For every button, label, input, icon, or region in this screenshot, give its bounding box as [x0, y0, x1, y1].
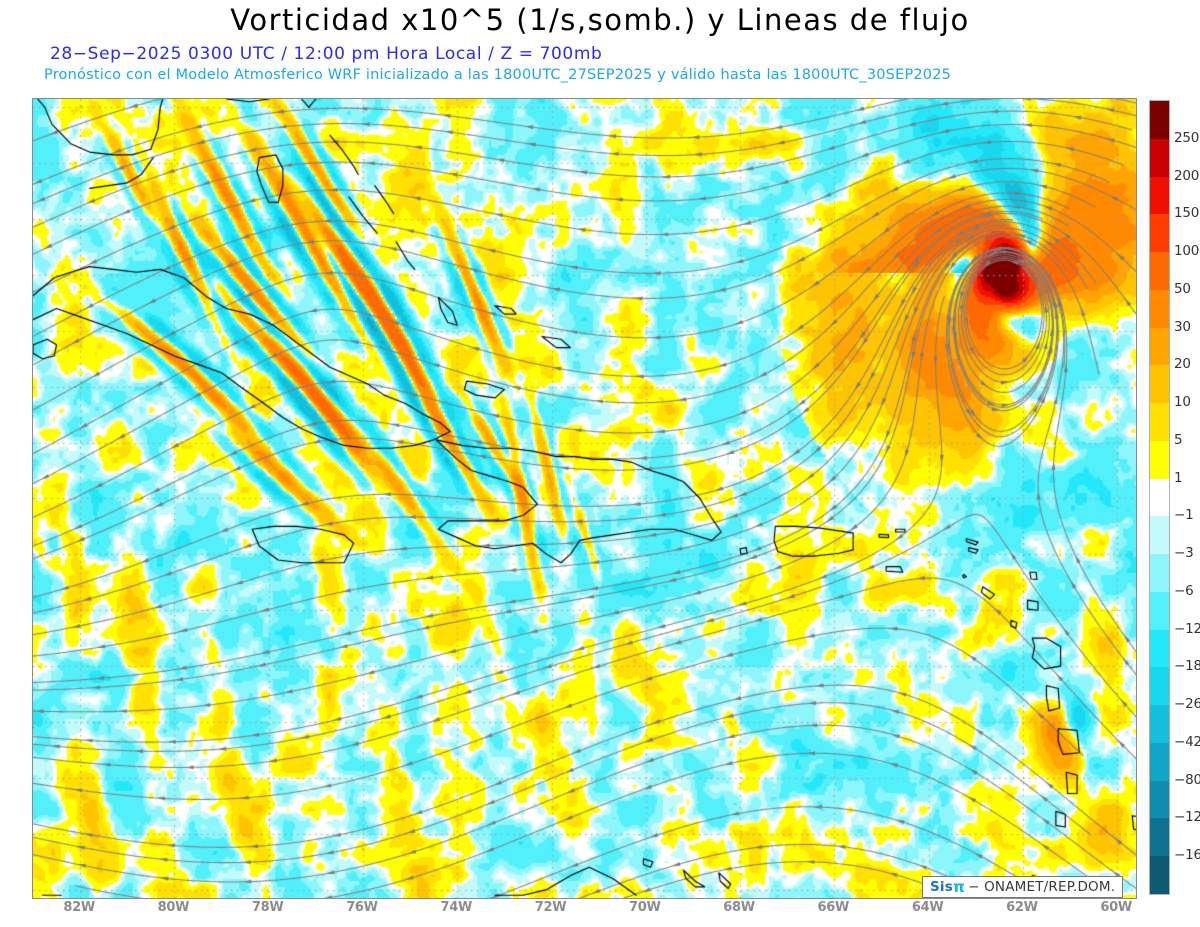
x-axis-tick-80W: 80W — [157, 900, 190, 915]
x-axis-tick-78W: 78W — [251, 900, 284, 915]
colorbar-cell-11 — [1150, 440, 1169, 479]
colorbar-cell-18 — [1150, 176, 1169, 215]
colorbar-cell-14 — [1150, 327, 1169, 366]
logo-pi-icon: π — [953, 878, 966, 896]
colorbar-tick-3: −42 — [1174, 733, 1200, 750]
colorbar-tick-18: 200 — [1174, 167, 1200, 184]
colorbar-tick-4: −26 — [1174, 696, 1200, 713]
x-axis-tick-82W: 82W — [63, 900, 95, 915]
colorbar-tick-7: −6 — [1174, 582, 1194, 599]
colorbar-cell-20 — [1150, 101, 1169, 139]
colorbar-cell-7 — [1150, 591, 1169, 630]
colorbar-cell-19 — [1150, 138, 1169, 177]
colorbar-tick-5: −18 — [1174, 658, 1200, 675]
colorbar-tick-15: 50 — [1174, 280, 1191, 297]
attribution-logo: Sis π − ONAMET/REP.DOM. — [922, 876, 1124, 898]
x-axis-tick-64W: 64W — [911, 900, 944, 915]
x-axis-tick-68W: 68W — [723, 900, 755, 915]
colorbar-tick-10: 1 — [1174, 469, 1183, 486]
colorbar-tick-0: −160 — [1174, 847, 1200, 864]
x-axis-tick-70W: 70W — [629, 900, 661, 915]
x-axis-tick-60W: 60W — [1100, 900, 1132, 915]
colorbar-tick-13: 20 — [1174, 356, 1191, 373]
colorbar-tick-12: 10 — [1174, 394, 1191, 411]
x-axis-tick-74W: 74W — [440, 900, 472, 915]
subtitle-time: 28−Sep−2025 0300 UTC / 12:00 pm Hora Loc… — [50, 44, 603, 64]
colorbar-cell-10 — [1150, 478, 1169, 517]
colorbar-cell-12 — [1150, 403, 1169, 441]
x-axis-tick-72W: 72W — [534, 900, 567, 915]
colorbar-tick-6: −12 — [1174, 620, 1200, 637]
colorbar-cell-3 — [1150, 742, 1169, 781]
colorbar-cell-9 — [1150, 516, 1169, 554]
x-axis-tick-76W: 76W — [346, 900, 378, 915]
colorbar-tick-8: −3 — [1174, 545, 1194, 562]
logo-sis-text: Sis — [930, 879, 953, 895]
colorbar — [1149, 100, 1170, 895]
colorbar-tick-9: −1 — [1174, 507, 1194, 524]
vorticity-map-canvas[interactable] — [33, 99, 1136, 898]
colorbar-tick-17: 150 — [1174, 205, 1200, 222]
page-title: Vorticidad x10^5 (1/s,somb.) y Lineas de… — [230, 3, 970, 37]
logo-agency-text: − ONAMET/REP.DOM. — [968, 879, 1116, 895]
colorbar-tick-16: 100 — [1174, 243, 1200, 260]
subtitle-model: Pronóstico con el Modelo Atmosferico WRF… — [44, 67, 952, 83]
colorbar-cell-0 — [1150, 856, 1169, 894]
colorbar-cell-15 — [1150, 289, 1169, 328]
colorbar-tick-19: 250 — [1174, 129, 1200, 146]
colorbar-cell-13 — [1150, 365, 1169, 403]
colorbar-cell-17 — [1150, 214, 1169, 252]
colorbar-tick-2: −80 — [1174, 771, 1200, 788]
colorbar-cell-5 — [1150, 667, 1169, 705]
colorbar-tick-1: −120 — [1174, 809, 1200, 826]
colorbar-cell-6 — [1150, 629, 1169, 668]
colorbar-cell-2 — [1150, 780, 1169, 819]
colorbar-tick-14: 30 — [1174, 318, 1191, 335]
colorbar-tick-11: 5 — [1174, 431, 1183, 448]
colorbar-cell-8 — [1150, 554, 1169, 592]
map-plot-area[interactable] — [32, 98, 1137, 899]
x-axis-tick-66W: 66W — [817, 900, 850, 915]
colorbar-cell-16 — [1150, 252, 1169, 290]
title-block: Vorticidad x10^5 (1/s,somb.) y Lineas de… — [0, 0, 1200, 95]
colorbar-cell-4 — [1150, 705, 1169, 743]
colorbar-cell-1 — [1150, 818, 1169, 856]
x-axis-tick-62W: 62W — [1006, 900, 1038, 915]
colorbar-labels: −160 −120 −80 −42 −26 −18 −12 −6 −3 −1 1 5 10 20 30 50 1… — [1174, 100, 1200, 895]
